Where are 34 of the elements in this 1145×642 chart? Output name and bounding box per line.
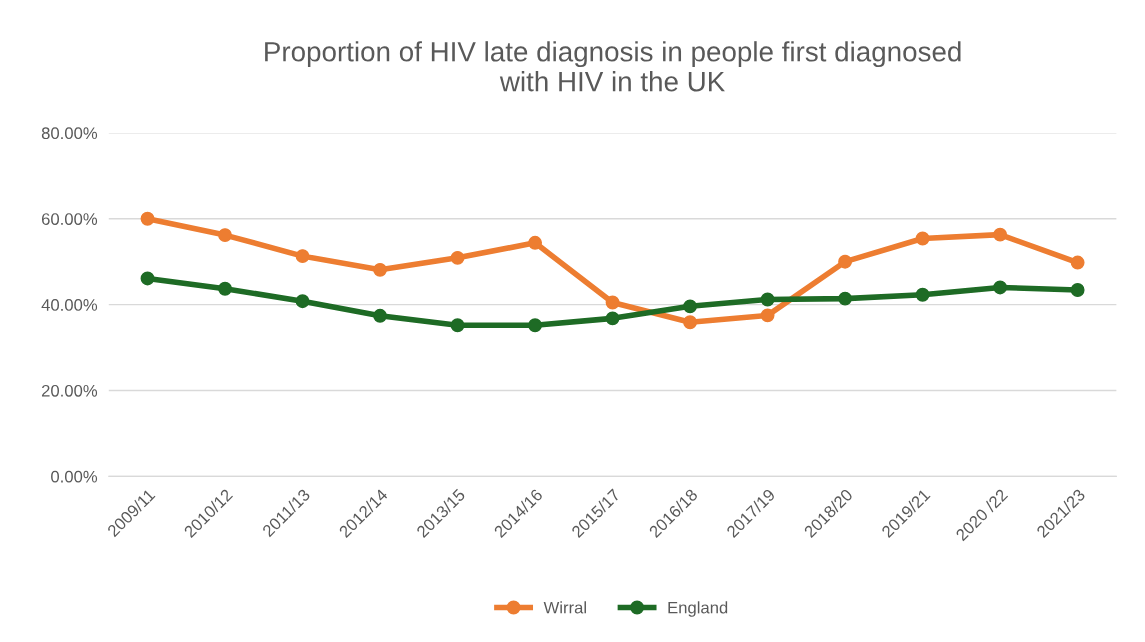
point [1070, 283, 1085, 297]
point [993, 280, 1008, 295]
point [140, 211, 155, 226]
point [838, 254, 853, 269]
y-tick-label: 20.00% [41, 384, 98, 397]
point [140, 271, 155, 286]
point [450, 318, 465, 333]
point [373, 262, 387, 277]
point [993, 227, 1008, 242]
y-tick-label: 80.00% [41, 127, 98, 140]
point [528, 235, 543, 250]
point [218, 228, 232, 243]
point [218, 281, 232, 296]
point [915, 231, 930, 246]
y-tick-label: 60.00% [41, 213, 98, 225]
point [295, 294, 310, 309]
point [605, 295, 620, 310]
point [760, 292, 775, 307]
point [528, 318, 543, 333]
point [683, 315, 698, 330]
legend-label: Wirral [543, 601, 586, 614]
chart-title: Proportion of HIV late diagnosis in people first diagnosed with HIV in the UK [265, 41, 961, 92]
point [373, 308, 387, 323]
legend-label: England [668, 601, 728, 617]
point [1070, 255, 1085, 270]
point [605, 311, 620, 326]
point [838, 291, 853, 306]
point [760, 308, 775, 323]
y-tick-label: 40.00% [41, 299, 98, 311]
point [295, 249, 310, 264]
y-tick-label: 0.00% [51, 470, 98, 483]
point [915, 287, 930, 302]
point [683, 299, 698, 314]
point [450, 250, 465, 265]
